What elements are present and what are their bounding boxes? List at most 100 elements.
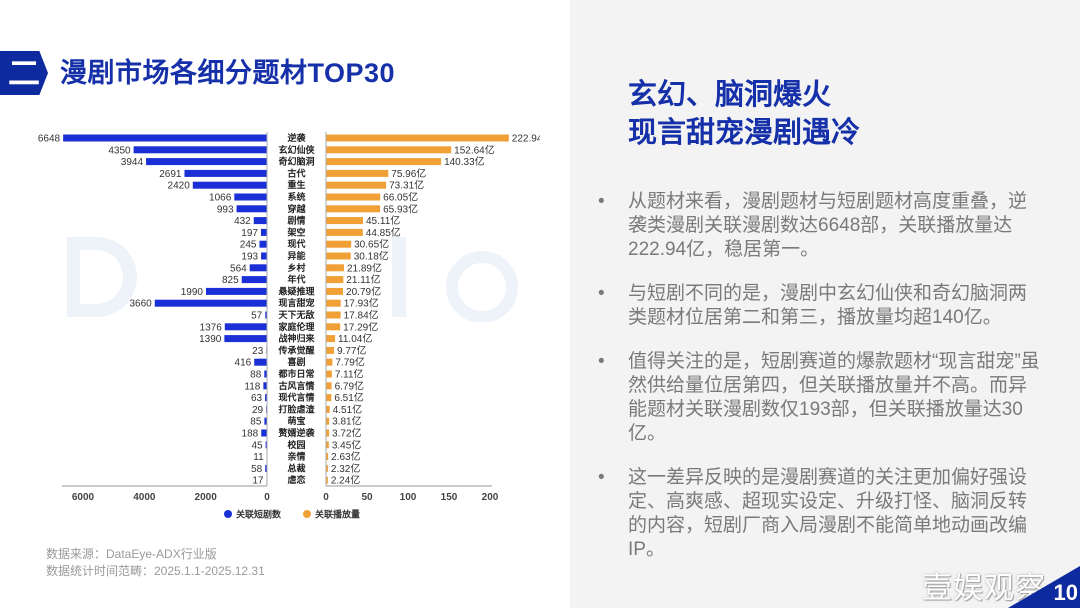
bar-left [265,311,267,319]
label-right: 2.24亿 [331,474,360,487]
section-number: 二 [8,55,41,91]
bar-right [326,181,387,189]
category-label: 萌宝 [287,415,305,426]
page-title: 漫剧市场各细分题材TOP30 [60,58,396,88]
category-label: 重生 [287,179,305,190]
category-label: 悬疑推理 [277,285,314,296]
category-label: 剧情 [287,215,305,226]
label-left: 29 [252,405,264,416]
category-label: 乡村 [287,262,305,273]
tick-right: 150 [441,492,458,503]
bar-left [264,370,267,378]
category-label: 喜剧 [287,356,305,367]
category-label: 虐恋 [287,474,305,485]
label-left: 1390 [199,334,222,345]
category-label: 玄幻仙侠 [278,144,315,155]
label-right: 3.72亿 [332,427,361,440]
label-right: 7.11亿 [335,368,364,381]
bullet-item: • 值得关注的是，短剧赛道的爆款题材“现言甜宠”虽然供给量位居第四，但关联播放量并… [598,350,1048,446]
label-right: 30.18亿 [354,250,389,263]
bar-left [205,287,267,295]
bar-right [326,476,328,484]
bar-right [326,464,328,472]
label-right: 4.51亿 [333,403,362,416]
tick-left: 0 [264,492,270,503]
label-left: 993 [217,204,234,215]
category-label: 打脸虐渣 [278,403,315,414]
label-left: 193 [241,252,258,263]
label-left: 2420 [168,181,191,192]
bar-right [326,382,332,390]
label-left: 1990 [181,287,204,298]
category-label: 赘婿逆袭 [277,427,315,438]
bullet-dot: • [598,283,605,304]
bullet-item: • 这一差异反映的是漫剧赛道的关注更加偏好强设定、高爽感、超现实设定、升级打怪、脑… [598,466,1048,562]
watermark-logo [67,237,518,322]
bar-left [260,228,267,236]
bullet-item: • 与短剧不同的是，漫剧中玄幻仙侠和奇幻脑洞两类题材位居第二和第三，播放量均超14… [598,282,1048,330]
bar-left [253,217,267,225]
bar-right [326,217,363,225]
category-label: 奇幻脑洞 [278,156,314,167]
bar-left [264,417,267,425]
bar-right [326,228,363,236]
bar-right [326,453,329,461]
bar-left [154,299,267,307]
label-left: 188 [242,429,259,440]
bar-left [261,429,267,437]
label-right: 2.63亿 [331,450,360,463]
label-left: 58 [251,464,263,475]
label-left: 564 [230,263,247,274]
label-left: 416 [235,358,252,369]
bar-left [263,382,267,390]
label-left: 3660 [130,299,153,310]
bar-right [326,205,381,213]
category-label: 系统 [287,191,305,202]
bar-right [326,146,452,154]
category-label: 古风言情 [278,380,314,391]
bar-right [326,370,332,378]
bar-left [146,158,267,166]
label-left: 85 [250,417,262,428]
category-label: 校园 [287,439,305,450]
bar-right [326,429,330,437]
label-right: 44.85亿 [366,226,401,239]
bar-left [184,169,267,177]
bar-left [265,441,267,449]
legend-label-right: 关联播放量 [315,509,360,520]
category-label: 总裁 [287,462,305,473]
tick-left: 4000 [133,492,156,503]
bar-right [326,287,344,295]
category-label: 战神归来 [278,333,315,344]
data-source: 数据来源：DataEye-ADX行业版 数据统计时间范畴：2025.1.1-20… [46,546,265,580]
label-right: 152.64亿 [454,143,495,156]
label-left: 197 [241,228,258,239]
label-right: 222.94亿 [512,132,540,145]
bar-right [326,240,352,248]
category-label: 古代 [287,167,305,178]
category-label: 现言甜宠 [278,297,314,308]
tick-right: 100 [400,492,417,503]
tick-right: 0 [323,492,329,503]
category-label: 现代言情 [278,392,314,403]
bullet-list: • 从题材来看，漫剧题材与短剧题材高度重叠，逆袭类漫剧关联漫剧数达6648部，关联… [598,190,1048,582]
bar-right [326,405,330,413]
bar-right [326,264,344,272]
tick-left: 6000 [72,492,95,503]
label-right: 17.29亿 [343,320,378,333]
bar-left [261,252,267,260]
label-right: 20.79亿 [346,285,381,298]
label-right: 45.11亿 [366,214,400,227]
bar-right [326,323,341,331]
label-left: 88 [250,370,262,381]
category-label: 穿越 [287,203,306,214]
right-panel [570,0,1080,608]
headline-line-2: 现言甜宠漫剧遇冷 [628,117,861,149]
bullet-text: 值得关注的是，短剧赛道的爆款题材“现言甜宠”虽然供给量位居第四，但关联播放量并不… [628,351,1040,444]
category-label: 年代 [287,274,305,285]
label-left: 432 [234,216,251,227]
period-line: 数据统计时间范畴：2025.1.1-2025.12.31 [46,564,265,578]
category-label: 架空 [286,226,305,237]
label-right: 17.84亿 [344,309,379,322]
bar-right [326,276,344,284]
